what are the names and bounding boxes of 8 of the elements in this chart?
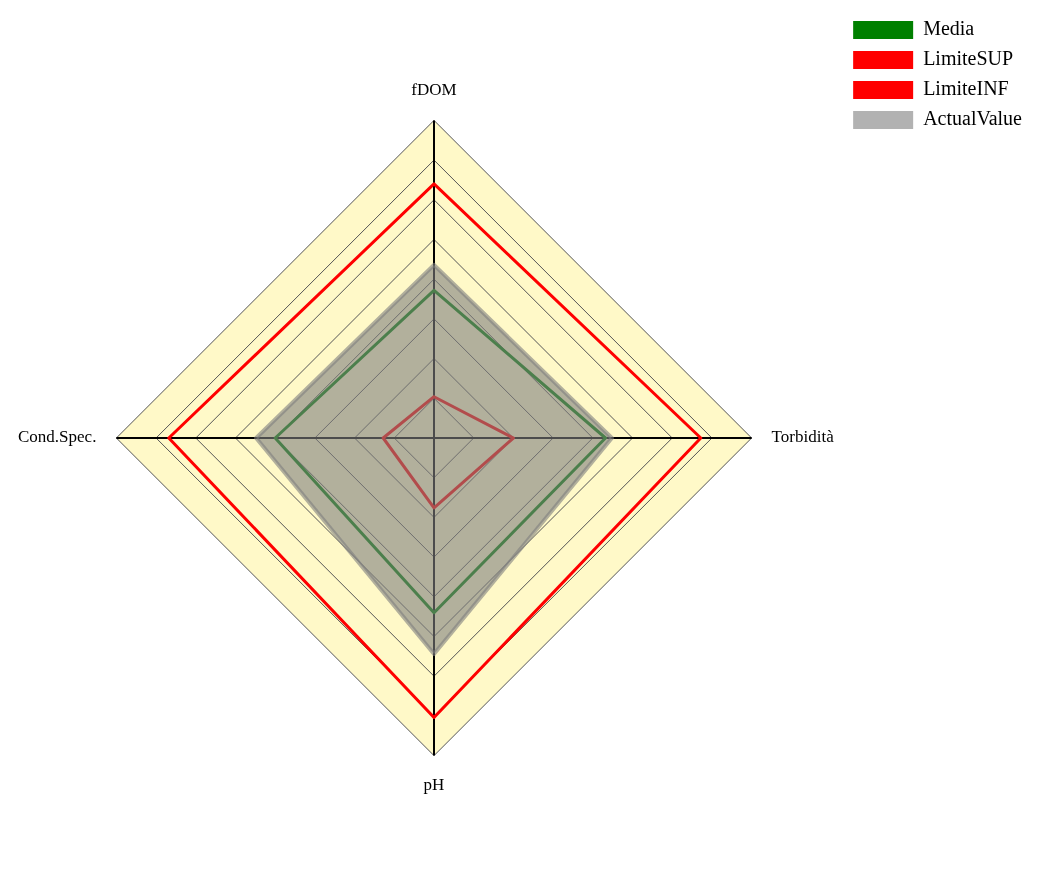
legend-label: LimiteSUP bbox=[923, 47, 1014, 70]
legend-label: LimiteINF bbox=[923, 77, 1009, 100]
spoke-label: pH bbox=[423, 775, 445, 795]
legend-label: Media bbox=[923, 17, 975, 40]
spoke-label: Cond.Spec. bbox=[17, 427, 97, 447]
legend-label: ActualValue bbox=[923, 107, 1023, 130]
spoke-label: Torbidità bbox=[771, 427, 835, 447]
spoke-label: fDOM bbox=[411, 79, 457, 99]
